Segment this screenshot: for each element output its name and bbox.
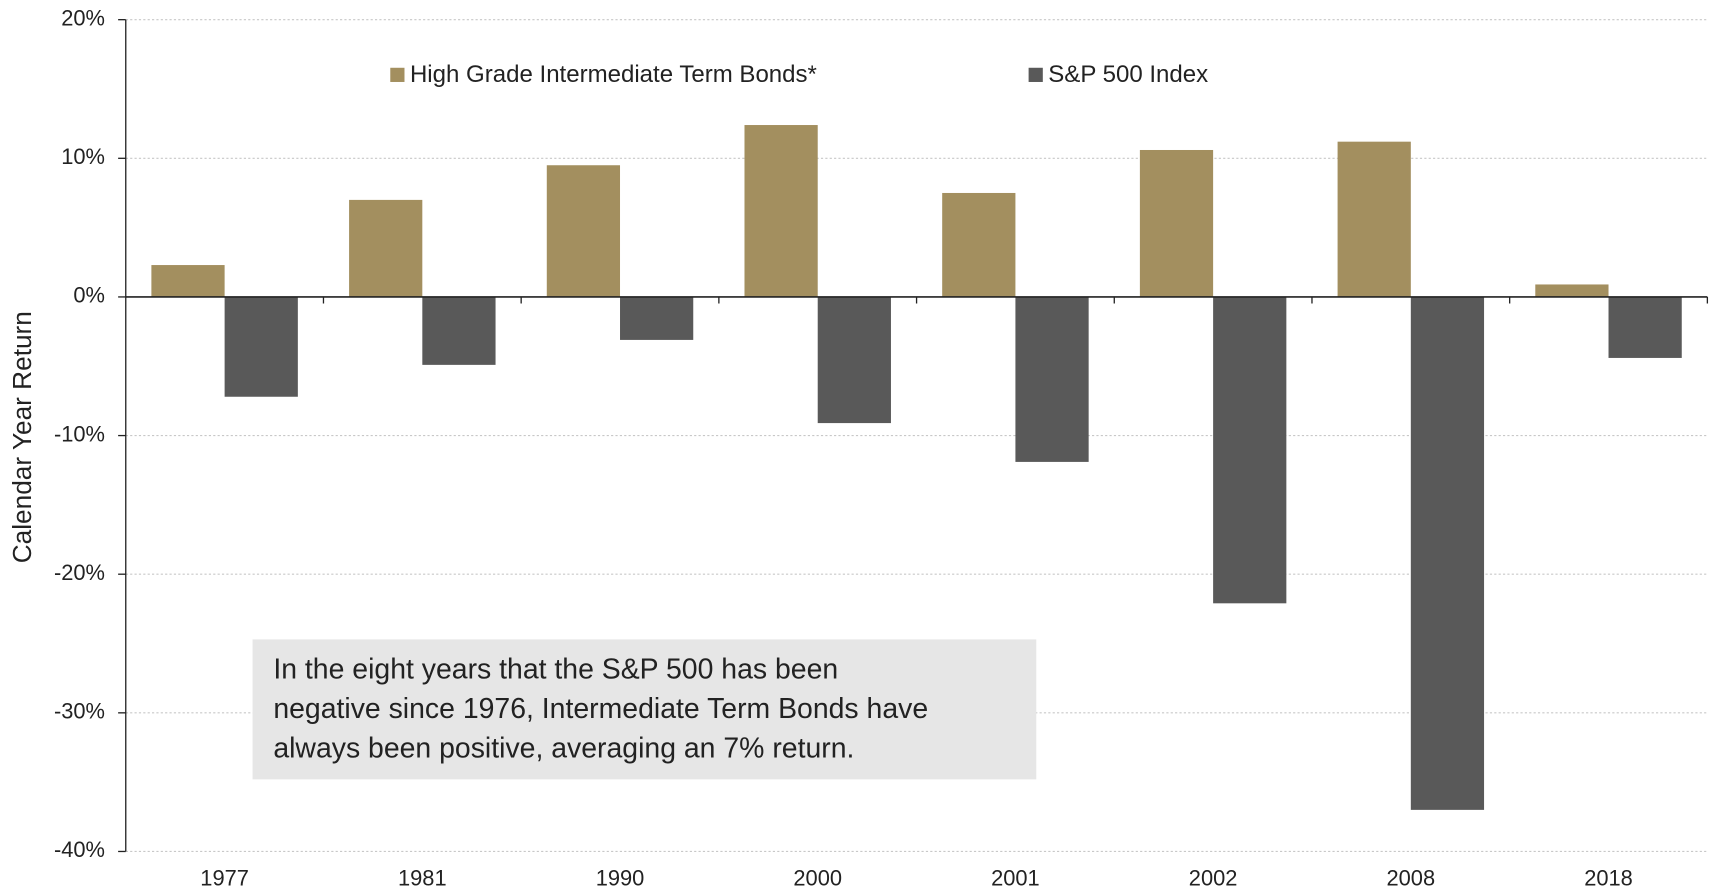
y-tick-label: 20% <box>61 5 105 30</box>
bar <box>1608 296 1682 358</box>
x-tick-label: 2018 <box>1584 866 1633 891</box>
bar <box>942 192 1016 297</box>
x-tick-label: 1990 <box>596 866 645 891</box>
y-axis-label: Calendar Year Return <box>7 311 37 563</box>
bar <box>546 165 621 297</box>
y-tick-label: -20% <box>54 560 105 585</box>
x-tick-label: 1977 <box>200 866 249 891</box>
bar <box>1410 296 1485 810</box>
x-tick-label: 2008 <box>1387 866 1436 891</box>
bar <box>422 296 496 365</box>
bar <box>620 296 694 340</box>
y-tick-label: -40% <box>54 837 105 862</box>
annotation-text: In the eight years that the S&P 500 has … <box>273 654 838 686</box>
legend-swatch <box>390 67 405 82</box>
y-tick-label: -10% <box>54 421 105 446</box>
x-tick-label: 2001 <box>991 866 1040 891</box>
x-tick-label: 2002 <box>1189 866 1238 891</box>
annotation-box <box>252 639 1037 780</box>
bar <box>224 296 298 397</box>
legend-label: High Grade Intermediate Term Bonds* <box>410 61 817 88</box>
bar <box>1535 284 1609 297</box>
y-tick-label: 0% <box>73 283 105 308</box>
legend-swatch <box>1028 67 1043 82</box>
legend-label: S&P 500 Index <box>1048 61 1208 88</box>
x-tick-label: 1981 <box>398 866 447 891</box>
y-tick-label: 10% <box>61 144 105 169</box>
annotation-text: always been positive, averaging an 7% re… <box>273 732 854 764</box>
x-tick-label: 2000 <box>793 866 842 891</box>
bar <box>1015 296 1089 462</box>
bar <box>151 265 225 297</box>
bar <box>1213 296 1287 604</box>
bar <box>817 296 891 424</box>
annotation-text: negative since 1976, Intermediate Term B… <box>273 693 928 725</box>
bar <box>349 199 423 297</box>
bar <box>1139 149 1214 297</box>
y-tick-label: -30% <box>54 699 105 724</box>
bar <box>1337 141 1411 297</box>
bar <box>744 125 818 297</box>
